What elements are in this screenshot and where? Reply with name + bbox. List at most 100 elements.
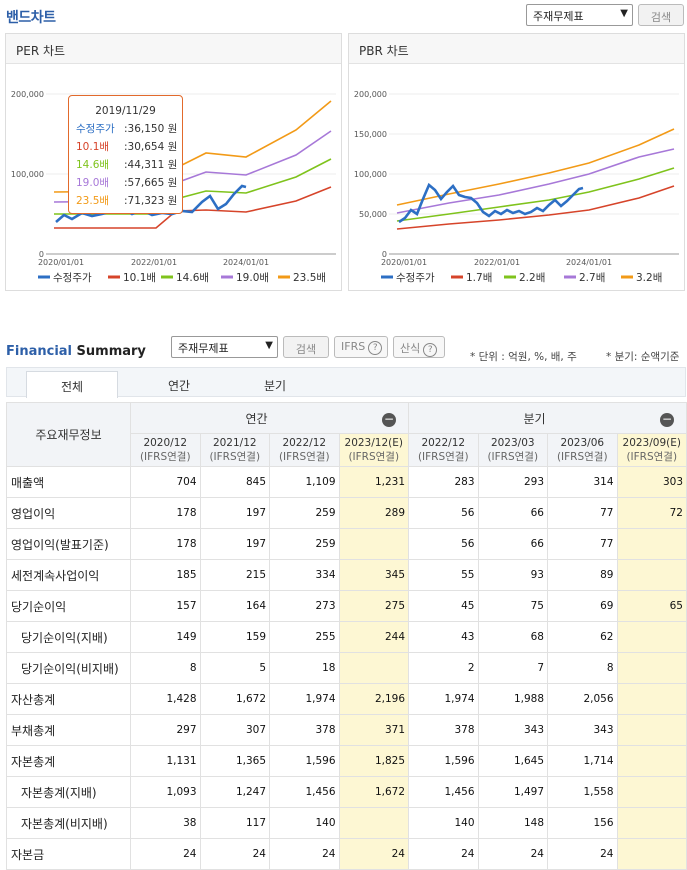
table-cell: 303 — [616, 466, 687, 498]
table-cell: 65 — [616, 590, 687, 622]
tooltip-row: 10.1배:30,654 원 — [76, 138, 182, 156]
quarter-basis-note: * 분기: 순액기준 — [606, 351, 680, 363]
table-cell: 77 — [547, 497, 618, 529]
band-line — [396, 185, 675, 230]
table-cell: 18 — [269, 652, 340, 684]
row-label[interactable]: 영업이익 — [6, 497, 131, 529]
table-cell: 55 — [408, 559, 479, 591]
row-label[interactable]: 자산총계 — [6, 683, 131, 715]
table-cell: 149 — [130, 621, 201, 653]
column-period: 2023/03 — [490, 437, 535, 449]
table-cell: 293 — [477, 466, 548, 498]
tab-annual[interactable]: 연간 — [167, 379, 191, 393]
table-cell — [338, 528, 409, 560]
row-label[interactable]: 자본총계(지배) — [6, 776, 131, 808]
tooltip-row: 수정주가:36,150 원 — [76, 120, 182, 138]
table-cell: 117 — [199, 807, 270, 839]
row-label[interactable]: 자본총계(비지배) — [6, 807, 131, 839]
band-select-value: 주재무제표 — [533, 10, 584, 23]
per-chart-title: PER 차트 — [6, 34, 341, 64]
column-period: 2022/12 — [421, 437, 466, 449]
table-cell: 8 — [130, 652, 201, 684]
x-tick-label: 2024/01/01 — [223, 258, 269, 267]
ifrs-button[interactable]: IFRS? — [334, 336, 388, 358]
table-cell: 297 — [130, 714, 201, 746]
row-label[interactable]: 자본총계 — [6, 745, 131, 777]
table-cell: 159 — [199, 621, 270, 653]
table-cell: 1,428 — [130, 683, 201, 715]
table-cell: 1,974 — [408, 683, 479, 715]
table-cell: 283 — [408, 466, 479, 498]
column-standard: (IFRS연결) — [626, 451, 678, 463]
band-statement-select[interactable]: 주재무제표 ▼ — [526, 4, 633, 26]
pbr-chart-panel: PBR 차트 200,000 150,000 100,000 50,000 0 2020/… — [348, 33, 685, 291]
legend-item[interactable]: 14.6배 — [176, 272, 209, 284]
row-label[interactable]: 당기순이익(비지배) — [6, 652, 131, 684]
row-label[interactable]: 당기순이익 — [6, 590, 131, 622]
legend-item[interactable]: 3.2배 — [636, 272, 662, 284]
tooltip-value: :71,323 원 — [124, 195, 178, 207]
fs-statement-select[interactable]: 주재무제표 ▼ — [171, 336, 278, 358]
legend-item[interactable]: 23.5배 — [293, 272, 326, 284]
table-row: 자본총계 1,131 1,365 1,596 1,825 1,596 1,645 1,714 — [6, 745, 687, 777]
column-header: 2023/06 (IFRS연결) — [547, 433, 618, 467]
price-line — [398, 182, 584, 224]
table-cell: 66 — [477, 528, 548, 560]
table-cell: 24 — [547, 838, 618, 870]
table-cell — [616, 714, 687, 746]
table-cell: 56 — [408, 497, 479, 529]
table-cell — [616, 838, 687, 870]
row-label[interactable]: 매출액 — [6, 466, 131, 498]
table-cell: 24 — [199, 838, 270, 870]
y-tick-label: 200,000 — [354, 90, 387, 99]
table-cell: 1,365 — [199, 745, 270, 777]
pbr-chart-title: PBR 차트 — [349, 34, 684, 64]
table-cell: 1,231 — [338, 466, 409, 498]
row-label[interactable]: 당기순이익(지배) — [6, 621, 131, 653]
table-cell: 45 — [408, 590, 479, 622]
column-header: 2023/09(E) (IFRS연결) — [616, 433, 687, 467]
x-tick-label: 2022/01/01 — [131, 258, 177, 267]
band-search-button[interactable]: 검색 — [638, 4, 684, 26]
tab-all[interactable]: 전체 — [26, 371, 118, 398]
table-cell: 1,456 — [408, 776, 479, 808]
table-cell: 38 — [130, 807, 201, 839]
legend-item[interactable]: 수정주가 — [53, 272, 92, 284]
table-cell: 1,645 — [477, 745, 548, 777]
tooltip-date: 2019/11/29 — [95, 105, 156, 117]
legend-item[interactable]: 2.2배 — [519, 272, 545, 284]
table-cell: 244 — [338, 621, 409, 653]
column-standard: (IFRS연결) — [417, 451, 469, 463]
unit-note: * 단위 : 억원, %, 배, 주 — [470, 351, 577, 363]
legend-item[interactable]: 2.7배 — [579, 272, 605, 284]
tab-quarter[interactable]: 분기 — [263, 379, 287, 393]
row-label[interactable]: 부채총계 — [6, 714, 131, 746]
table-row: 당기순이익 157 164 273 275 45 75 69 65 — [6, 590, 687, 622]
tooltip-label: 10.1배 — [76, 141, 110, 153]
tooltip-label: 수정주가 — [76, 123, 115, 135]
row-label[interactable]: 세전계속사업이익 — [6, 559, 131, 591]
y-tick-label: 50,000 — [359, 210, 387, 219]
collapse-quarter-icon[interactable]: − — [660, 411, 674, 427]
legend-item[interactable]: 10.1배 — [123, 272, 156, 284]
y-tick-label: 0 — [382, 250, 387, 259]
table-cell: 1,131 — [130, 745, 201, 777]
collapse-annual-icon[interactable]: − — [382, 411, 396, 427]
legend-item[interactable]: 수정주가 — [396, 272, 435, 284]
tooltip-value: :44,311 원 — [124, 159, 178, 171]
legend-item[interactable]: 1.7배 — [466, 272, 492, 284]
formula-button[interactable]: 산식? — [393, 336, 445, 358]
row-label[interactable]: 자본금 — [6, 838, 131, 870]
tooltip-row: 23.5배:71,323 원 — [76, 192, 182, 210]
row-label[interactable]: 영업이익(발표기준) — [6, 528, 131, 560]
table-cell: 215 — [199, 559, 270, 591]
table-cell: 197 — [199, 497, 270, 529]
table-cell: 56 — [408, 528, 479, 560]
table-cell: 156 — [547, 807, 618, 839]
x-tick-label: 2022/01/01 — [474, 258, 520, 267]
fs-search-button[interactable]: 검색 — [283, 336, 329, 358]
legend-item[interactable]: 19.0배 — [236, 272, 269, 284]
help-icon: ? — [368, 341, 383, 355]
